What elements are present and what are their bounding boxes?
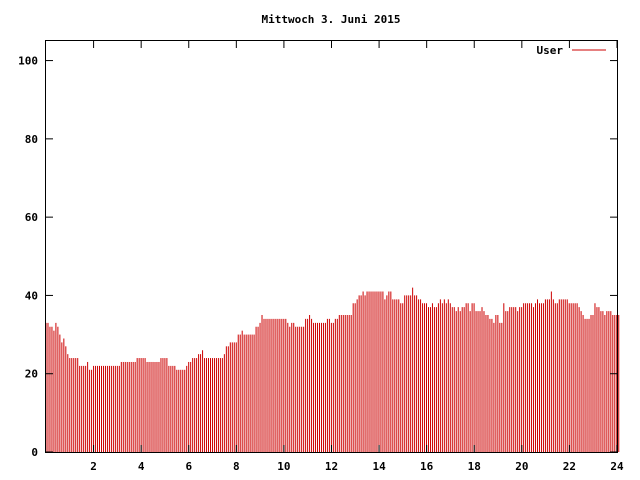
y-tick-label: 20	[25, 368, 38, 381]
chart-title: Mittwoch 3. Juni 2015	[261, 13, 400, 26]
x-tick-label: 16	[420, 460, 434, 473]
y-tick-label: 80	[25, 133, 38, 146]
y-axis: 0 20 40 60 80 100	[18, 55, 617, 459]
x-tick-label: 4	[138, 460, 145, 473]
legend: User	[537, 44, 606, 57]
x-tick-label: 8	[233, 460, 240, 473]
x-axis: 2 4 6 8 10 12 14 16 18 20 22 24	[90, 41, 624, 473]
x-tick-label: 10	[277, 460, 290, 473]
y-tick-label: 40	[25, 289, 38, 302]
x-tick-label: 18	[468, 460, 481, 473]
y-tick-label: 0	[31, 446, 38, 459]
x-tick-label: 12	[325, 460, 338, 473]
y-tick-label: 60	[25, 211, 38, 224]
plot-frame	[45, 40, 618, 453]
x-tick-label: 24	[610, 460, 624, 473]
x-tick-label: 22	[563, 460, 576, 473]
x-tick-label: 6	[185, 460, 192, 473]
x-tick-label: 2	[90, 460, 97, 473]
legend-label-user: User	[537, 44, 564, 57]
x-tick-label: 20	[515, 460, 528, 473]
x-tick-label: 14	[372, 460, 386, 473]
y-tick-label: 100	[18, 55, 38, 68]
bar-series-user	[45, 287, 620, 452]
